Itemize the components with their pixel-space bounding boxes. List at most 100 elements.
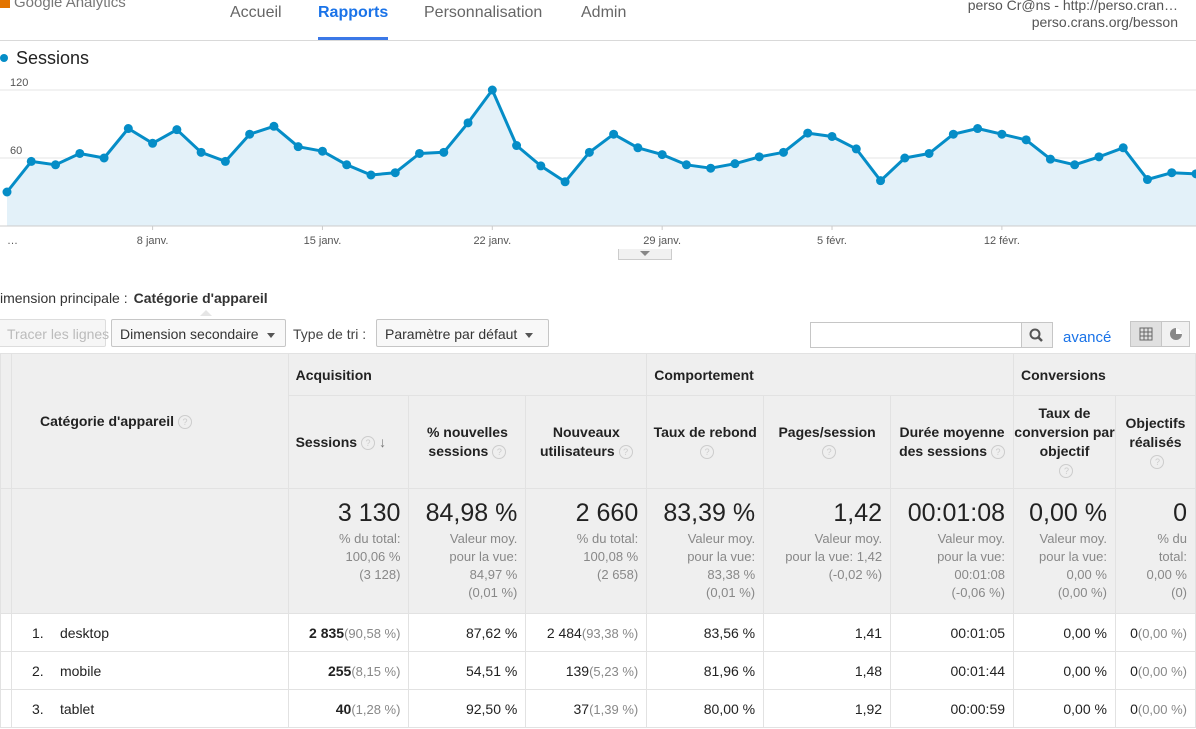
tab-admin[interactable]: Admin — [581, 4, 627, 21]
data-point[interactable] — [560, 177, 570, 187]
data-point[interactable] — [196, 147, 206, 157]
total-sub: pour la vue: — [937, 549, 1006, 564]
sort-type-dropdown[interactable]: Paramètre par défaut — [376, 319, 549, 347]
help-icon[interactable]: ? — [991, 445, 1005, 460]
cell-value: 2 484 — [546, 624, 582, 641]
secondary-dimension-dropdown[interactable]: Dimension secondaire — [111, 319, 286, 347]
data-point[interactable] — [1070, 160, 1080, 170]
ga-logo[interactable]: Google Analytics — [0, 0, 126, 11]
data-point[interactable] — [415, 148, 425, 158]
help-icon[interactable]: ? — [1059, 464, 1074, 479]
data-point[interactable] — [657, 150, 667, 160]
help-icon[interactable]: ? — [492, 445, 507, 460]
advanced-filter-link[interactable]: avancé — [1063, 329, 1112, 346]
tab-rapports[interactable]: Rapports — [318, 4, 389, 40]
cell-bounce-rate: 81,96 % — [646, 651, 765, 690]
data-point[interactable] — [827, 131, 837, 141]
data-point[interactable] — [487, 85, 497, 95]
data-point[interactable] — [463, 118, 473, 128]
data-point[interactable] — [1094, 152, 1104, 162]
data-point[interactable] — [2, 187, 12, 197]
data-point[interactable] — [900, 153, 910, 163]
data-point[interactable] — [851, 144, 861, 154]
cell-conversion-rate: 0,00 % — [1013, 689, 1116, 728]
data-point[interactable] — [123, 124, 133, 134]
tab-personnalisation[interactable]: Personnalisation — [424, 4, 543, 21]
column-new-sessions[interactable]: % nouvelles sessions? — [408, 395, 527, 489]
data-point[interactable] — [706, 163, 716, 173]
row-name: mobile — [59, 662, 102, 679]
dimension-header[interactable]: Catégorie d'appareil? — [10, 353, 289, 489]
data-point[interactable] — [1045, 154, 1055, 164]
pie-chart-view-icon[interactable] — [1162, 322, 1190, 346]
data-point[interactable] — [245, 129, 255, 139]
data-point[interactable] — [609, 129, 619, 139]
cell-avg-duration: 00:01:44 — [890, 651, 1015, 690]
data-point[interactable] — [803, 128, 813, 138]
data-point[interactable] — [220, 156, 230, 166]
help-icon[interactable]: ? — [618, 445, 633, 460]
data-point[interactable] — [99, 153, 109, 163]
data-point[interactable] — [948, 129, 958, 139]
row-index: 2. — [31, 662, 44, 679]
data-point[interactable] — [1167, 168, 1177, 178]
plot-rows-button[interactable]: Tracer les lignes — [0, 319, 109, 347]
data-point[interactable] — [172, 125, 182, 135]
data-point[interactable] — [924, 148, 934, 158]
help-icon[interactable]: ? — [178, 415, 193, 430]
total-sub: (0,00 %) — [1057, 585, 1107, 600]
data-point[interactable] — [51, 160, 61, 170]
row-dimension[interactable]: 1. desktop — [10, 613, 289, 652]
totals-cell: 83,39 % Valeur moy. pour la vue: 83,38 % (0,… — [646, 488, 765, 614]
account-selector[interactable]: perso Cr@ns - http://perso.cran… perso.c… — [968, 0, 1178, 31]
data-point[interactable] — [730, 159, 740, 169]
column-bounce-rate[interactable]: Taux de rebond? — [646, 395, 765, 489]
column-goals[interactable]: Objectifs réalisés? — [1114, 395, 1196, 489]
table-view-button[interactable] — [1131, 322, 1162, 346]
primary-dimension-value[interactable]: Catégorie d'appareil — [133, 290, 268, 306]
data-point[interactable] — [1118, 143, 1128, 153]
data-point[interactable] — [778, 147, 788, 157]
data-point[interactable] — [1021, 135, 1031, 145]
data-point[interactable] — [1142, 175, 1152, 185]
data-point[interactable] — [633, 143, 643, 153]
column-new-users[interactable]: Nouveaux utilisateurs? — [525, 395, 648, 489]
data-point[interactable] — [876, 176, 886, 186]
data-point[interactable] — [997, 129, 1007, 139]
tab-accueil[interactable]: Accueil — [230, 4, 282, 21]
search-button[interactable] — [1021, 323, 1052, 347]
help-icon[interactable]: ? — [822, 445, 837, 460]
data-point[interactable] — [390, 168, 400, 178]
data-point[interactable] — [973, 124, 983, 134]
help-icon[interactable]: ? — [700, 445, 715, 460]
data-point[interactable] — [75, 148, 85, 158]
help-icon[interactable]: ? — [1150, 454, 1165, 469]
chart-collapse-toggle[interactable] — [618, 249, 672, 260]
data-point[interactable] — [681, 160, 691, 170]
data-point[interactable] — [26, 156, 36, 166]
data-point[interactable] — [584, 147, 594, 157]
data-point[interactable] — [342, 160, 352, 170]
chart-legend[interactable]: Sessions — [0, 48, 89, 69]
column-avg-duration[interactable]: Durée moyenne des sessions? — [890, 395, 1015, 489]
data-point[interactable] — [366, 170, 376, 180]
column-conversion-rate[interactable]: Taux de conversion par objectif? — [1013, 395, 1116, 489]
help-icon[interactable]: ? — [361, 435, 376, 450]
table-search-input[interactable] — [810, 322, 1053, 348]
data-point[interactable] — [536, 161, 546, 171]
total-sub: (0) — [1171, 585, 1187, 600]
data-point[interactable] — [293, 142, 303, 152]
data-point[interactable] — [754, 152, 764, 162]
data-point[interactable] — [148, 138, 158, 148]
row-dimension[interactable]: 2. mobile — [10, 651, 289, 690]
column-pages-session[interactable]: Pages/session? — [763, 395, 892, 489]
data-point[interactable] — [1191, 169, 1196, 179]
data-point[interactable] — [317, 146, 327, 156]
column-sessions[interactable]: Sessions? ↓ — [287, 395, 410, 489]
data-point[interactable] — [439, 147, 449, 157]
total-sub: 0,00 % — [1146, 567, 1187, 582]
data-point[interactable] — [512, 141, 522, 151]
row-dimension[interactable]: 3. tablet — [10, 689, 289, 728]
table-row: 2. mobile 255(8,15 %) 54,51 % 139(5,23 %)… — [0, 651, 1196, 690]
data-point[interactable] — [269, 121, 279, 131]
